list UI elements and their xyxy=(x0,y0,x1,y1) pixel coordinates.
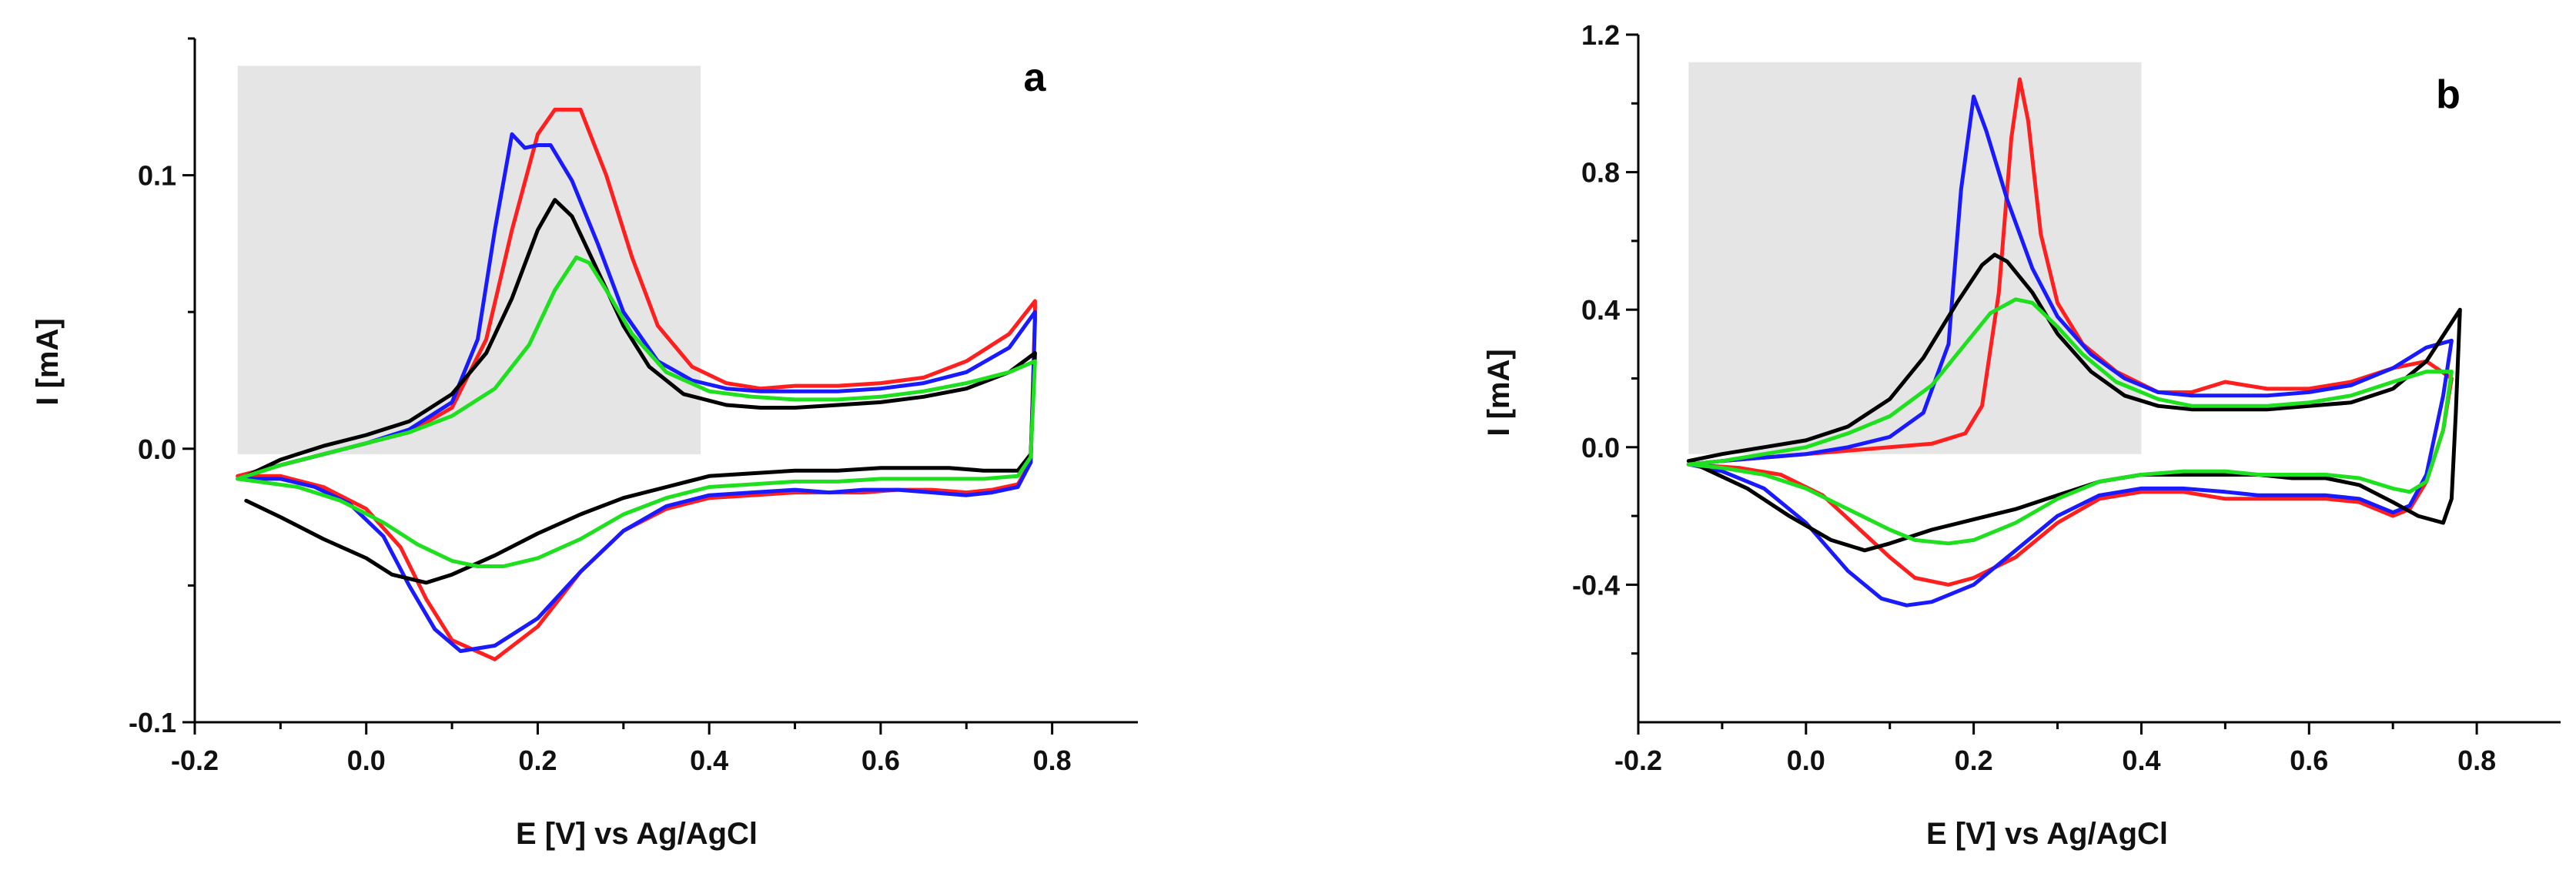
panel-a-y-tick-label: 0.1 xyxy=(138,160,176,192)
panel-a-highlight-layer xyxy=(237,65,701,454)
panel-b-x-tick-labels: -0.2 0.0 0.2 0.4 0.6 0.8 xyxy=(1614,745,2496,776)
panel-b-series-black xyxy=(1686,253,2462,553)
panel-b-x-tick-label: 0.4 xyxy=(2122,745,2160,776)
panel-b-y-tick-label: -0.4 xyxy=(1572,569,1620,601)
panel-b-x-axis-title: E [V] vs Ag/AgCl xyxy=(1926,817,2168,851)
panel-a-x-tick-label: 0.4 xyxy=(690,745,728,776)
panel-b: -0.2 0.0 0.2 0.4 0.6 0.8 -0.4 0.0 0.4 0.8 1.2 E [… xyxy=(1482,19,2561,851)
panel-a-x-axis-title: E [V] vs Ag/AgCl xyxy=(516,817,758,851)
panel-b-y-tick-labels: -0.4 0.0 0.4 0.8 1.2 xyxy=(1572,19,1620,601)
panel-a-series-green xyxy=(236,255,1037,568)
panel-a-series-blue xyxy=(236,132,1037,654)
panel-a-label: a xyxy=(1024,55,1047,100)
panel-b-highlight-layer xyxy=(1688,62,2142,454)
panel-a-x-tick-label: 0.0 xyxy=(347,745,386,776)
panel-b-highlight-region xyxy=(1688,62,2142,454)
panel-a-y-tick-label: -0.1 xyxy=(129,707,176,738)
panel-b-x-tick-label: 0.6 xyxy=(2290,745,2328,776)
panel-a-y-tick-labels: -0.1 0.0 0.1 xyxy=(129,160,176,738)
panel-b-y-tick-label: 1.2 xyxy=(1581,19,1620,51)
panel-a-x-tick-label: 0.8 xyxy=(1033,745,1072,776)
panel-b-x-tick-label: 0.8 xyxy=(2457,745,2496,776)
panel-a-x-tick-label: -0.2 xyxy=(171,745,219,776)
panel-a-highlight-region xyxy=(237,65,701,454)
panel-a-y-axis-title: I [mA] xyxy=(31,318,65,405)
panel-a-x-tick-label: 0.2 xyxy=(518,745,557,776)
panel-a-series-red xyxy=(236,107,1037,661)
panel-b-label: b xyxy=(2436,72,2461,117)
panel-a-x-tick-label: 0.6 xyxy=(861,745,900,776)
panel-b-y-tick-label: 0.8 xyxy=(1581,157,1620,189)
panel-b-x-tick-label: 0.0 xyxy=(1787,745,1825,776)
panel-b-y-axis-title: I [mA] xyxy=(1482,349,1516,436)
panel-a-axes xyxy=(182,37,1138,735)
panel-b-series-layer xyxy=(1686,77,2462,608)
panel-b-axes xyxy=(1626,33,2561,735)
panel-a-x-tick-labels: -0.2 0.0 0.2 0.4 0.6 0.8 xyxy=(171,745,1072,776)
panel-b-series-green xyxy=(1686,297,2454,546)
panel-a-series-layer xyxy=(236,107,1037,661)
panel-a-series-black xyxy=(244,198,1037,585)
panel-b-x-tick-label: 0.2 xyxy=(1955,745,1993,776)
panel-a-y-tick-label: 0.0 xyxy=(138,433,176,465)
panel-b-x-tick-label: -0.2 xyxy=(1614,745,1662,776)
panel-b-y-tick-label: 0.4 xyxy=(1581,294,1620,326)
panel-b-y-tick-label: 0.0 xyxy=(1581,432,1620,464)
panel-a: -0.2 0.0 0.2 0.4 0.6 0.8 -0.1 0.0 0.1 E [V] vs … xyxy=(31,37,1138,851)
